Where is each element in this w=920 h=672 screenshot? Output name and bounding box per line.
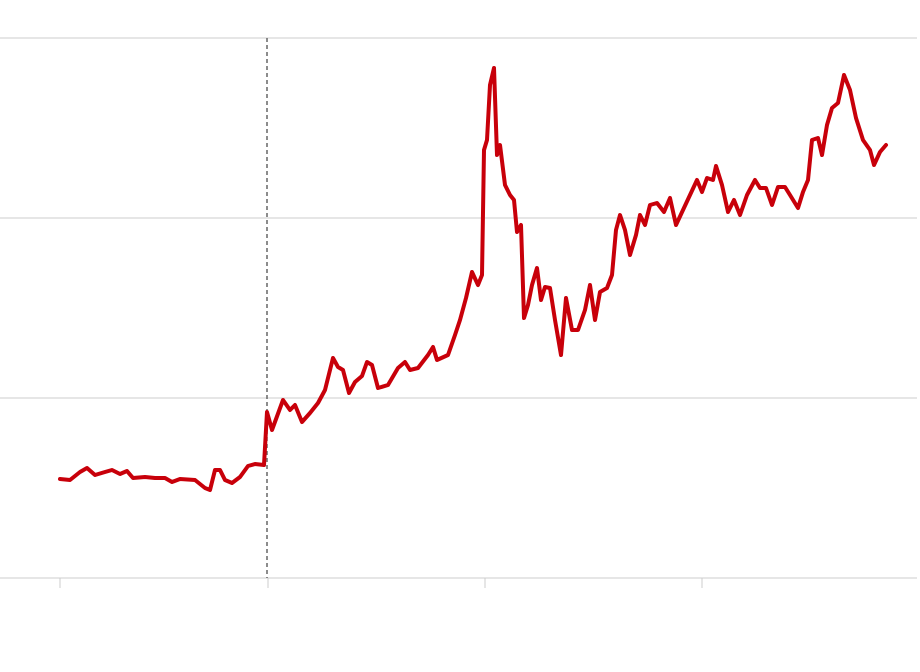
line <box>58 66 888 492</box>
